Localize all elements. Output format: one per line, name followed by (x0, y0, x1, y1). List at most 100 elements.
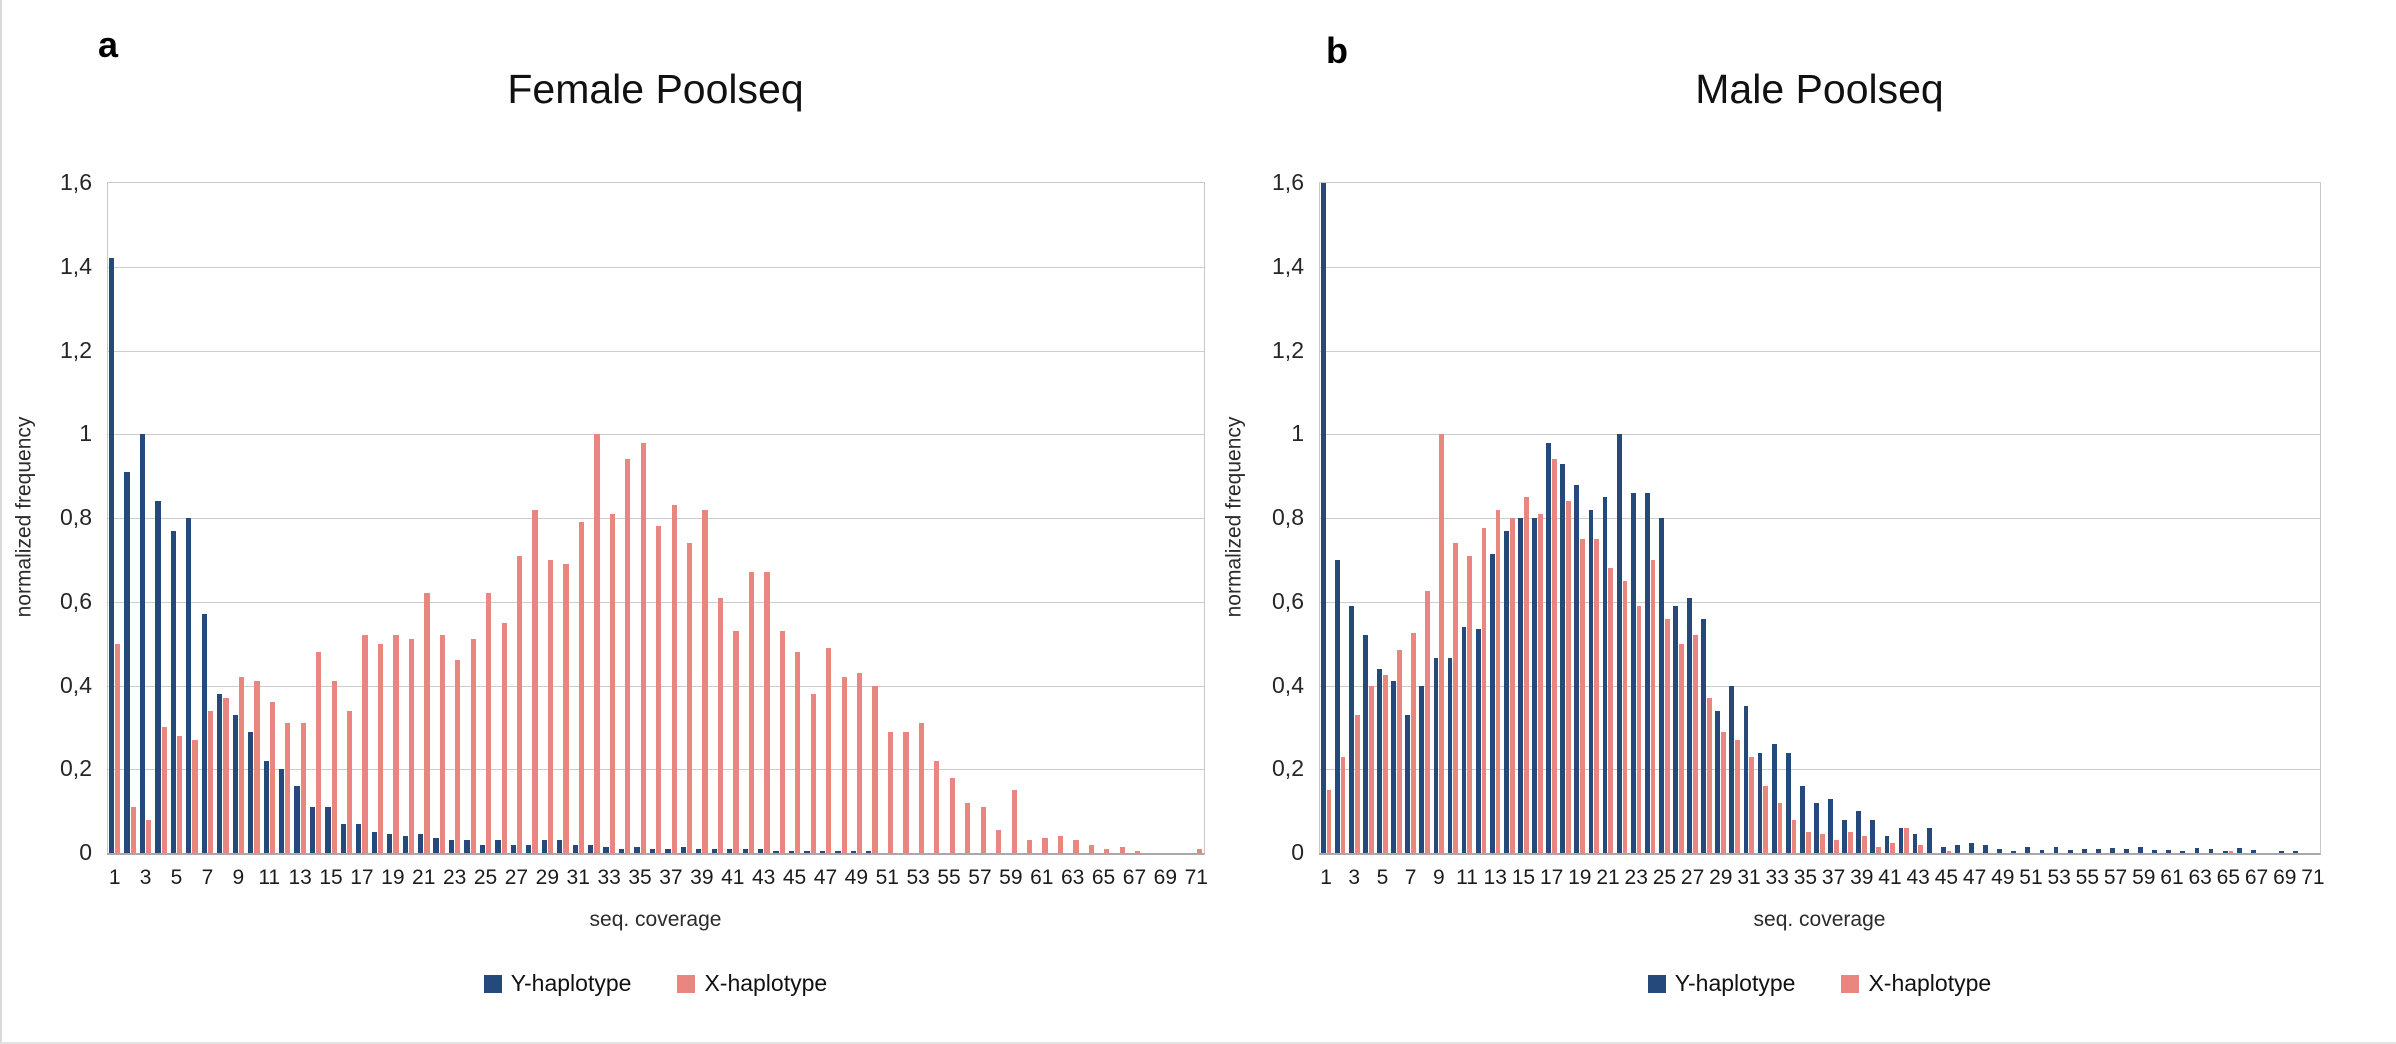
bar-y-haplotype (2236, 847, 2242, 853)
bar-y-haplotype (232, 714, 238, 853)
x-tick-label: 71 (1184, 866, 1208, 889)
category-cell (1474, 183, 1488, 853)
x-tick-label: 47 (1962, 866, 1987, 889)
y-tick-label: 1,6 (60, 169, 92, 195)
category-cell (122, 183, 137, 853)
bar-x-haplotype (640, 442, 646, 853)
bar-y-haplotype (1489, 553, 1495, 853)
x-tick-label: 49 (1991, 866, 2015, 889)
bar-y-haplotype (1320, 183, 1326, 853)
bar-x-haplotype (1119, 846, 1125, 853)
bar-x-haplotype (1026, 840, 1033, 853)
category-cell (771, 183, 786, 853)
x-tick-label: 63 (1060, 866, 1085, 889)
x-tick-label: 59 (2132, 866, 2156, 889)
category-cell (1333, 183, 1347, 853)
bar-y-haplotype (2180, 850, 2186, 853)
bar-y-haplotype (1405, 714, 1411, 853)
bar-y-haplotype (557, 840, 563, 853)
category-cell (2052, 183, 2066, 853)
category-cell (2249, 183, 2263, 853)
bar-x-haplotype (810, 693, 816, 853)
category-cell (926, 183, 941, 853)
bar-y-haplotype (1743, 706, 1749, 853)
category-cell (2306, 183, 2320, 853)
x-tick-label: 23 (1624, 866, 1648, 889)
bar-y-haplotype (2095, 848, 2101, 853)
category-cell (1158, 183, 1173, 853)
y-tick-label: 1 (1291, 420, 1304, 447)
bar-x-haplotype (547, 559, 554, 853)
category-cell (1347, 183, 1361, 853)
x-tick-label: 17 (350, 866, 374, 889)
legend-label: X-haplotype (1868, 970, 1992, 996)
bar-x-haplotype (408, 639, 415, 853)
bar-x-haplotype (1678, 643, 1684, 853)
category-cell (988, 183, 1003, 853)
category-cell (2235, 183, 2249, 853)
bar-x-haplotype (1425, 591, 1430, 853)
bar-x-haplotype (347, 710, 353, 853)
bar-y-haplotype (1715, 710, 1721, 853)
category-cell (679, 183, 694, 853)
bar-y-haplotype (1954, 844, 1960, 853)
bar-x-haplotype (594, 434, 600, 853)
category-cell (432, 183, 447, 853)
category-cell (1967, 183, 1981, 853)
bar-y-haplotype (1912, 834, 1918, 853)
bar-x-haplotype (300, 723, 306, 853)
bar-x-haplotype (1439, 434, 1445, 853)
bar-x-haplotype (656, 526, 662, 853)
bar-x-haplotype (1495, 509, 1501, 853)
category-cell (663, 183, 678, 853)
bar-y-haplotype (727, 848, 733, 853)
gridline (107, 685, 1204, 687)
bar-y-haplotype (1898, 827, 1904, 853)
bar-y-haplotype (294, 786, 300, 853)
category-cell (1826, 183, 1840, 853)
bar-y-haplotype (649, 848, 656, 853)
bar-x-haplotype (1481, 528, 1487, 853)
gridline (1319, 518, 2320, 519)
bar-x-haplotype (1537, 513, 1543, 853)
bar-y-haplotype (819, 850, 826, 853)
category-cell (1127, 183, 1142, 853)
chart-a-y-ticks: 1,6 1,4 1,2 1 0,8 0,6 0,4 0,2 0 (32, 169, 102, 865)
category-cell (741, 183, 756, 853)
bar-x-haplotype (1073, 840, 1079, 853)
bar-y-haplotype (541, 840, 547, 853)
x-tick-label: 57 (2103, 866, 2128, 889)
category-cell (602, 183, 617, 853)
bar-y-haplotype (1701, 618, 1707, 853)
bar-x-haplotype (331, 681, 337, 853)
bar-x-haplotype (238, 677, 245, 853)
x-tick-label: 67 (1122, 866, 1147, 889)
x-tick-label: 3 (139, 866, 152, 889)
bar-x-haplotype (1368, 685, 1374, 853)
category-cell (1840, 183, 1854, 853)
bar-y-haplotype (1870, 819, 1876, 853)
chart-a-x-axis-title: seq. coverage (589, 908, 722, 931)
chart-b-title: Male Poolseq (1695, 66, 1944, 112)
bar-x-haplotype (269, 702, 275, 853)
bar-x-haplotype (146, 819, 152, 853)
bar-y-haplotype (356, 823, 362, 853)
bar-x-haplotype (1467, 555, 1473, 853)
x-tick-label: 61 (2160, 866, 2184, 889)
bar-y-haplotype (217, 693, 223, 853)
chart-a-legend: Y-haplotype X-haplotype (107, 970, 1204, 997)
category-cell (1855, 183, 1869, 853)
category-cell (756, 183, 771, 853)
category-cell (370, 183, 385, 853)
bar-y-haplotype (2011, 850, 2017, 853)
category-cell (1629, 183, 1643, 853)
bar-x-haplotype (563, 564, 569, 853)
bar-x-haplotype (1326, 790, 1332, 853)
panel-b-letter: b (1326, 30, 1348, 71)
bar-y-haplotype (124, 471, 130, 853)
x-tick-label: 47 (813, 866, 838, 889)
bar-y-haplotype (155, 501, 161, 853)
bar-y-haplotype (2025, 846, 2031, 853)
category-cell (509, 183, 524, 853)
bar-x-haplotype (1042, 838, 1048, 853)
